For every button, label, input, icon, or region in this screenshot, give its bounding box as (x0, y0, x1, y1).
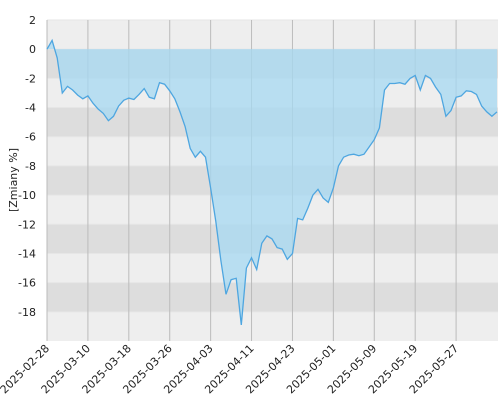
y-tick-label: -12 (18, 218, 36, 231)
area (47, 40, 497, 325)
y-tick-label: -16 (18, 277, 36, 290)
y-tick-label: -18 (18, 306, 36, 319)
y-tick-label: -10 (18, 189, 36, 202)
y-tick-label: 2 (29, 14, 36, 27)
y-tick-label: 0 (29, 43, 36, 56)
y-tick-label: -14 (18, 247, 36, 260)
y-tick-label: -4 (25, 102, 36, 115)
line (46, 38, 498, 325)
y-axis-label: [Zmiany %] (7, 148, 20, 212)
y-tick-label: -6 (25, 131, 36, 144)
grid-band (47, 282, 498, 312)
y-tick-label: -2 (25, 72, 36, 85)
y-tick-label: -8 (25, 160, 36, 173)
